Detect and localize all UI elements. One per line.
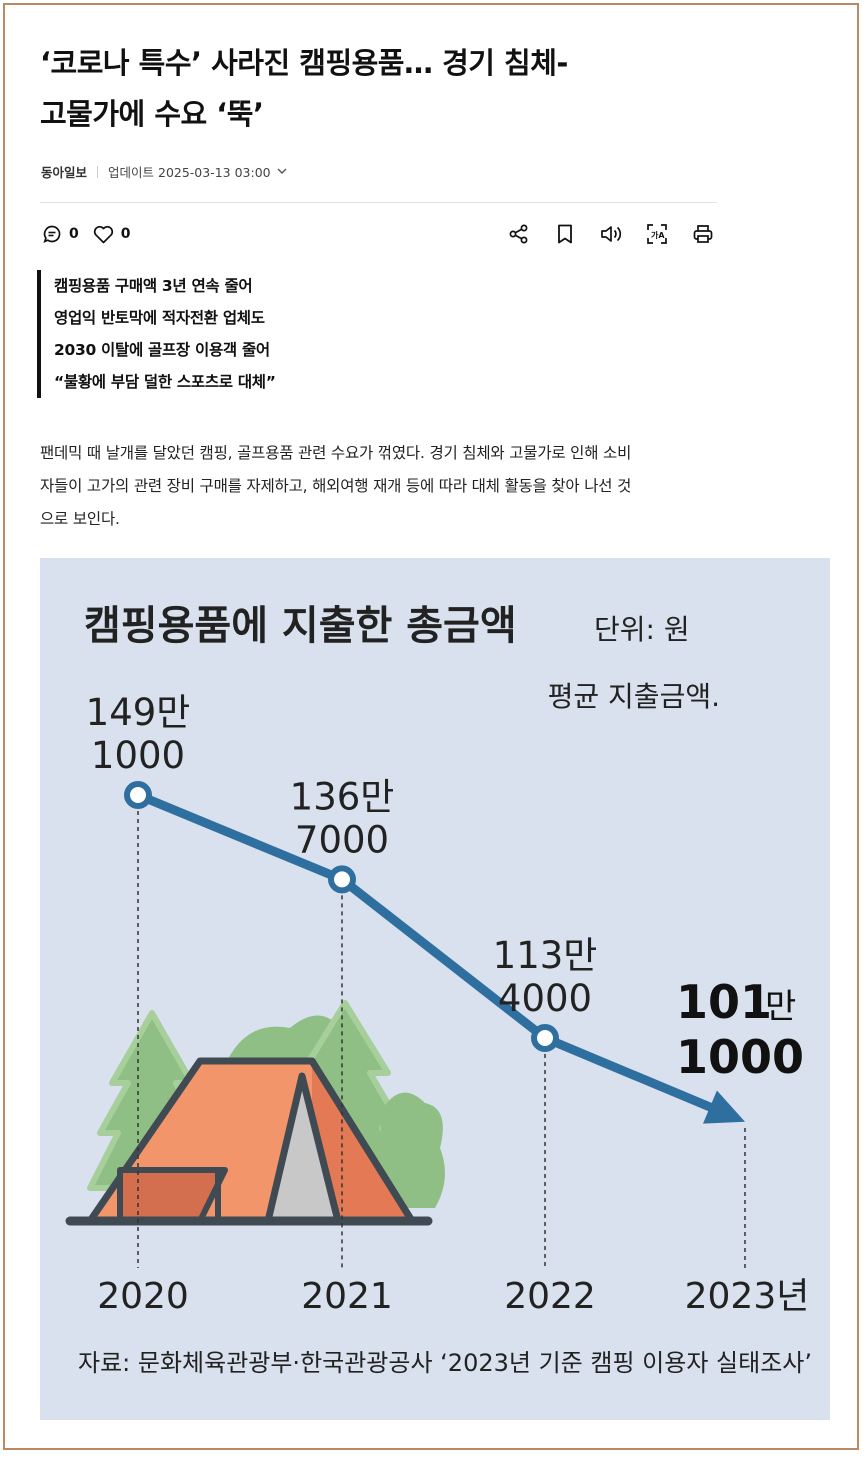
- chart-title: 캠핑용품에 지출한 총금액: [84, 603, 517, 649]
- summary-line: 영업익 반토막에 적자전환 업체도: [54, 309, 265, 327]
- headline-line-2: 고물가에 수요 ‘뚝’: [40, 97, 264, 131]
- summary-line: “불황에 부담 덜한 스포츠로 대체”: [54, 373, 276, 391]
- update-time: 업데이트 2025-03-13 03:00: [108, 165, 271, 180]
- article-summary: 캠핑용품 구매액 3년 연속 줄어 영업익 반토막에 적자전환 업체도 2030…: [37, 270, 276, 398]
- chevron-down-icon[interactable]: [277, 165, 287, 178]
- camping-tent-illustration: [65, 1000, 445, 1226]
- heart-icon[interactable]: [93, 223, 115, 245]
- line-chart: 캠핑용품에 지출한 총금액 단위: 원 평균 지출금액. 자료: 문화체육관광부…: [65, 603, 812, 1377]
- like-count: 0: [120, 226, 131, 242]
- summary-line: 2030 이탈에 골프장 이용객 줄어: [54, 341, 270, 359]
- reaction-bar: 0 0: [41, 223, 145, 245]
- speaker-icon[interactable]: [599, 222, 623, 246]
- data-label: 136만: [290, 775, 395, 818]
- x-tick-label: 2021: [301, 1276, 393, 1317]
- press-name[interactable]: 동아일보: [41, 165, 88, 180]
- x-tick-label: 2023년: [685, 1276, 810, 1317]
- data-label: 4000: [498, 977, 592, 1020]
- meta-divider: [97, 165, 99, 178]
- headline-line-1: ‘코로나 특수’ 사라진 캠핑용품… 경기 침체-: [40, 46, 568, 80]
- data-label-final-unit: 만: [765, 987, 796, 1027]
- body-line: 으로 보인다.: [40, 510, 120, 528]
- page-frame: [3, 3, 859, 1450]
- x-tick-label: 2022: [504, 1276, 596, 1317]
- print-icon[interactable]: [691, 222, 715, 246]
- data-label: 1000: [91, 734, 185, 777]
- data-point: [124, 781, 152, 809]
- article-tools: 가A: [507, 222, 737, 246]
- svg-text:가A: 가A: [651, 230, 665, 240]
- share-icon[interactable]: [507, 222, 531, 246]
- data-label-final: 101: [676, 975, 772, 1029]
- chart-source: 자료: 문화체육관광부·한국관광공사 ‘2023년 기준 캠핑 이용자 실태조사…: [78, 1349, 812, 1377]
- article-body: 팬데믹 때 날개를 달았던 캠핑, 골프용품 관련 수요가 꺾였다. 경기 침체…: [40, 437, 730, 536]
- body-line: 자들이 고가의 관련 장비 구매를 자제하고, 해외여행 재개 등에 따라 대체…: [40, 477, 632, 495]
- body-line: 팬데믹 때 날개를 달았던 캠핑, 골프용품 관련 수요가 꺾였다. 경기 침체…: [40, 444, 632, 462]
- data-label-final: 1000: [676, 1030, 804, 1084]
- series-line: [136, 790, 721, 1116]
- meta-divider-line: [40, 202, 717, 203]
- comment-count: 0: [69, 226, 79, 242]
- chart-legend: 평균 지출금액.: [548, 680, 720, 713]
- x-tick-label: 2020: [97, 1276, 189, 1317]
- data-label: 149만: [86, 691, 191, 734]
- article-headline: ‘코로나 특수’ 사라진 캠핑용품… 경기 침체- 고물가에 수요 ‘뚝’: [40, 38, 740, 140]
- bookmark-icon[interactable]: [553, 222, 577, 246]
- arrow-head: [702, 1090, 745, 1124]
- translate-icon[interactable]: 가A: [645, 222, 669, 246]
- data-label: 113만: [493, 934, 598, 977]
- bush-right: [380, 1092, 445, 1208]
- data-point: [328, 865, 356, 894]
- article-meta: 동아일보 업데이트 2025-03-13 03:00: [41, 162, 287, 181]
- summary-line: 캠핑용품 구매액 3년 연속 줄어: [54, 277, 253, 295]
- data-label: 7000: [295, 818, 389, 861]
- comment-icon[interactable]: [41, 223, 63, 245]
- data-point: [531, 1024, 559, 1052]
- chart-infographic: 캠핑용품에 지출한 총금액 단위: 원 평균 지출금액. 자료: 문화체육관광부…: [40, 558, 830, 1420]
- chart-unit: 단위: 원: [594, 613, 690, 646]
